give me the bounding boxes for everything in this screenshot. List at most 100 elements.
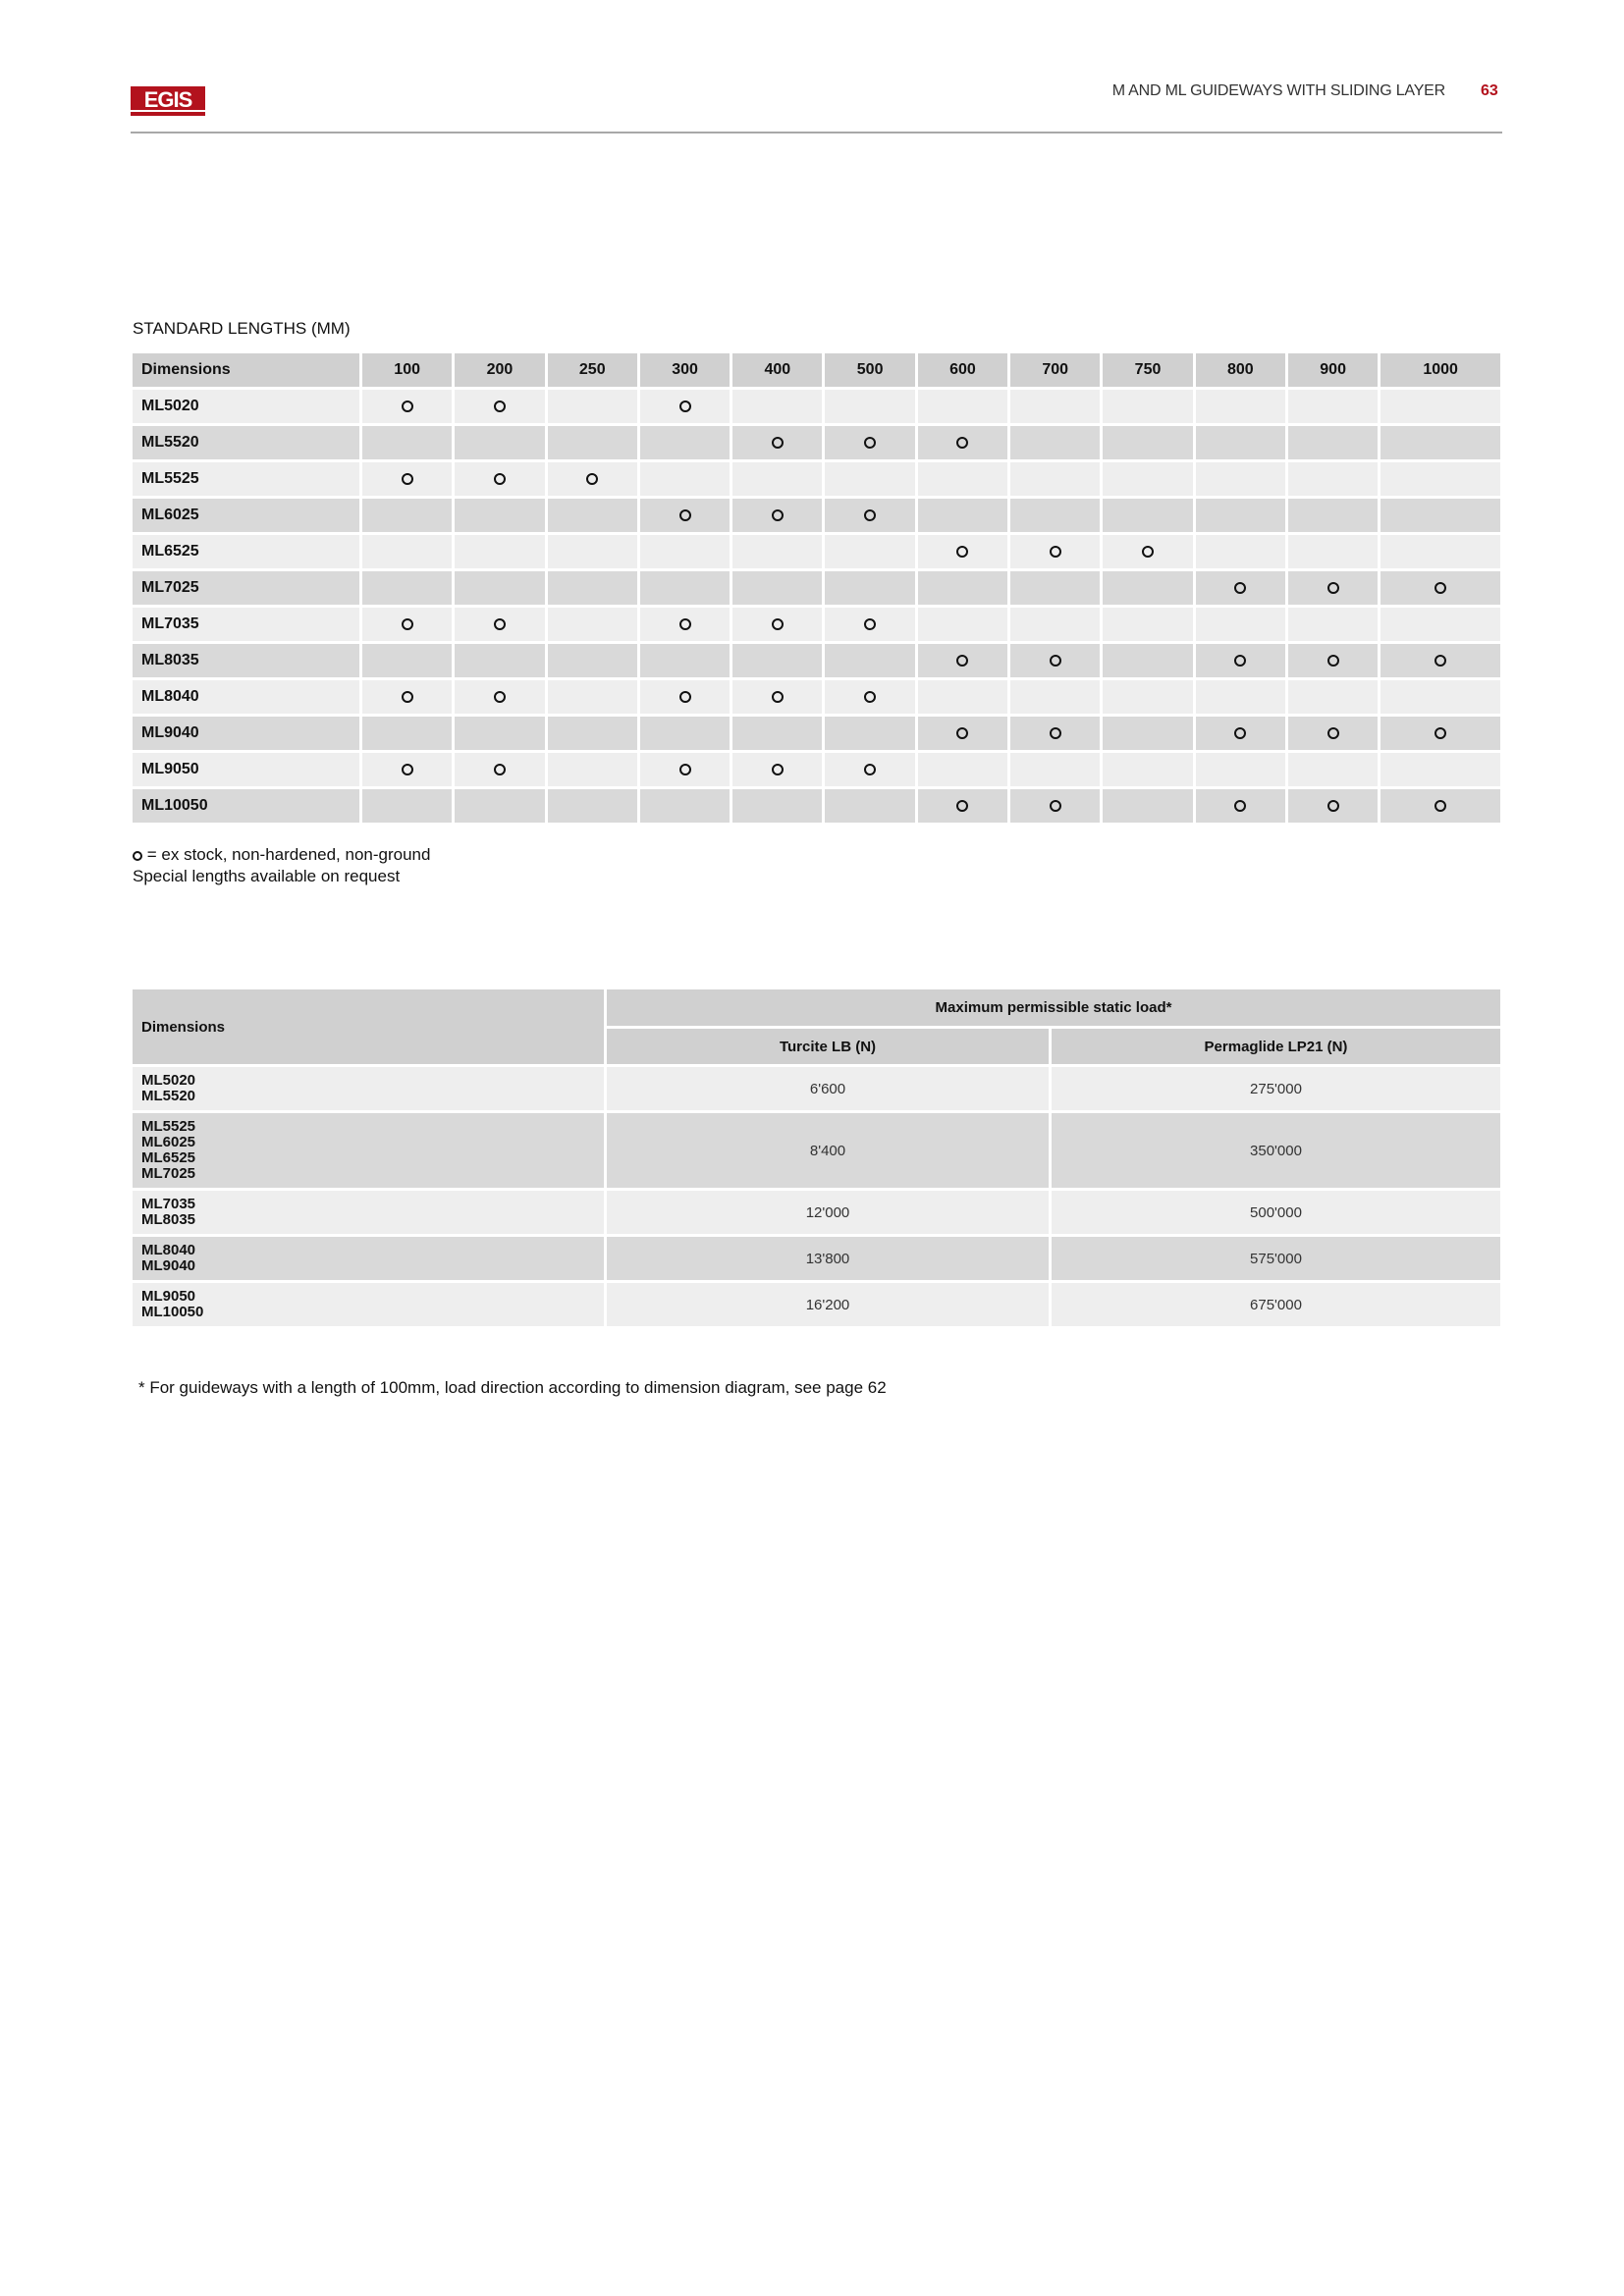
length-cell (1103, 426, 1193, 459)
length-cell (455, 499, 545, 532)
length-cell (639, 571, 731, 605)
length-cell (825, 753, 915, 786)
dimension-name: ML5525 (141, 1118, 196, 1135)
length-cell (1195, 571, 1285, 605)
length-cell (1103, 462, 1193, 496)
length-cell (1103, 753, 1193, 786)
table-row: ML6025 (133, 499, 1500, 532)
length-cell (455, 753, 545, 786)
circle-icon (401, 763, 413, 775)
length-cell (1103, 680, 1193, 714)
length-cell (1103, 499, 1193, 532)
circle-icon (133, 850, 142, 861)
length-cell (732, 608, 823, 641)
length-cell (1287, 717, 1379, 750)
length-cell (917, 789, 1008, 823)
circle-icon (493, 617, 506, 630)
length-cell (917, 680, 1008, 714)
length-cell (1287, 462, 1379, 496)
length-cell (1380, 789, 1500, 823)
column-header: 750 (1103, 353, 1193, 387)
length-cell (1287, 499, 1379, 532)
length-cell (547, 571, 637, 605)
dimension-name: ML9040 (141, 1257, 196, 1274)
length-cell (547, 717, 637, 750)
dimension-cell: ML8040 (133, 680, 359, 714)
load-value: 16'200 (607, 1283, 1049, 1326)
length-cell (1195, 535, 1285, 568)
length-cell (1010, 535, 1101, 568)
length-cell (547, 426, 637, 459)
load-value: 575'000 (1052, 1237, 1500, 1280)
length-cell (455, 390, 545, 423)
dimension-name: ML7025 (141, 1165, 196, 1182)
egis-logo: EGIS (131, 86, 205, 116)
length-cell (825, 680, 915, 714)
length-cell (455, 426, 545, 459)
table-row: ML6525 (133, 535, 1500, 568)
length-cell (917, 499, 1008, 532)
length-cell (732, 644, 823, 677)
circle-icon (493, 400, 506, 412)
circle-icon (956, 726, 969, 739)
circle-icon (401, 617, 413, 630)
dimension-cell: ML5520 (133, 426, 359, 459)
circle-icon (956, 436, 969, 449)
length-cell (1287, 571, 1379, 605)
length-cell (547, 462, 637, 496)
dimension-cell: ML8035 (133, 644, 359, 677)
length-cell (732, 789, 823, 823)
length-cell (455, 608, 545, 641)
length-cell (732, 426, 823, 459)
length-cell (1287, 644, 1379, 677)
length-cell (362, 426, 453, 459)
table-row: ML5020 (133, 390, 1500, 423)
length-cell (1195, 753, 1285, 786)
load-value: 500'000 (1052, 1191, 1500, 1234)
circle-icon (956, 799, 969, 812)
circle-icon (401, 400, 413, 412)
static-load-table: Dimensions Maximum permissible static lo… (130, 987, 1503, 1329)
length-cell (1010, 789, 1101, 823)
length-cell (1287, 680, 1379, 714)
circle-icon (493, 763, 506, 775)
length-cell (1195, 426, 1285, 459)
length-cell (1287, 390, 1379, 423)
header-divider (131, 132, 1502, 133)
length-cell (825, 789, 915, 823)
length-cell (362, 789, 453, 823)
length-cell (1380, 426, 1500, 459)
length-cell (455, 717, 545, 750)
length-cell (825, 608, 915, 641)
length-cell (639, 535, 731, 568)
column-header: 400 (732, 353, 823, 387)
length-cell (917, 535, 1008, 568)
length-cell (547, 608, 637, 641)
length-cell (639, 499, 731, 532)
length-cell (917, 644, 1008, 677)
table-row: ML9050 ML10050 16'200 675'000 (133, 1283, 1500, 1326)
page-number: 63 (1481, 82, 1498, 99)
length-cell (455, 535, 545, 568)
length-cell (1195, 390, 1285, 423)
table-row: ML5520 (133, 426, 1500, 459)
column-header: Turcite LB (N) (607, 1029, 1049, 1064)
dimension-cell: ML9040 (133, 717, 359, 750)
circle-icon (771, 690, 784, 703)
load-value: 6'600 (607, 1067, 1049, 1110)
length-cell (1010, 644, 1101, 677)
column-header: Permaglide LP21 (N) (1052, 1029, 1500, 1064)
dimension-name: ML8040 (141, 1242, 196, 1258)
column-header: 800 (1195, 353, 1285, 387)
length-cell (1380, 753, 1500, 786)
length-cell (639, 462, 731, 496)
circle-icon (678, 508, 691, 521)
length-cell (639, 390, 731, 423)
length-cell (1287, 608, 1379, 641)
circle-icon (1326, 654, 1339, 667)
circle-icon (1326, 799, 1339, 812)
circle-icon (1142, 545, 1155, 558)
table-row: ML7035 ML8035 12'000 500'000 (133, 1191, 1500, 1234)
table-row: ML8035 (133, 644, 1500, 677)
length-cell (1195, 644, 1285, 677)
